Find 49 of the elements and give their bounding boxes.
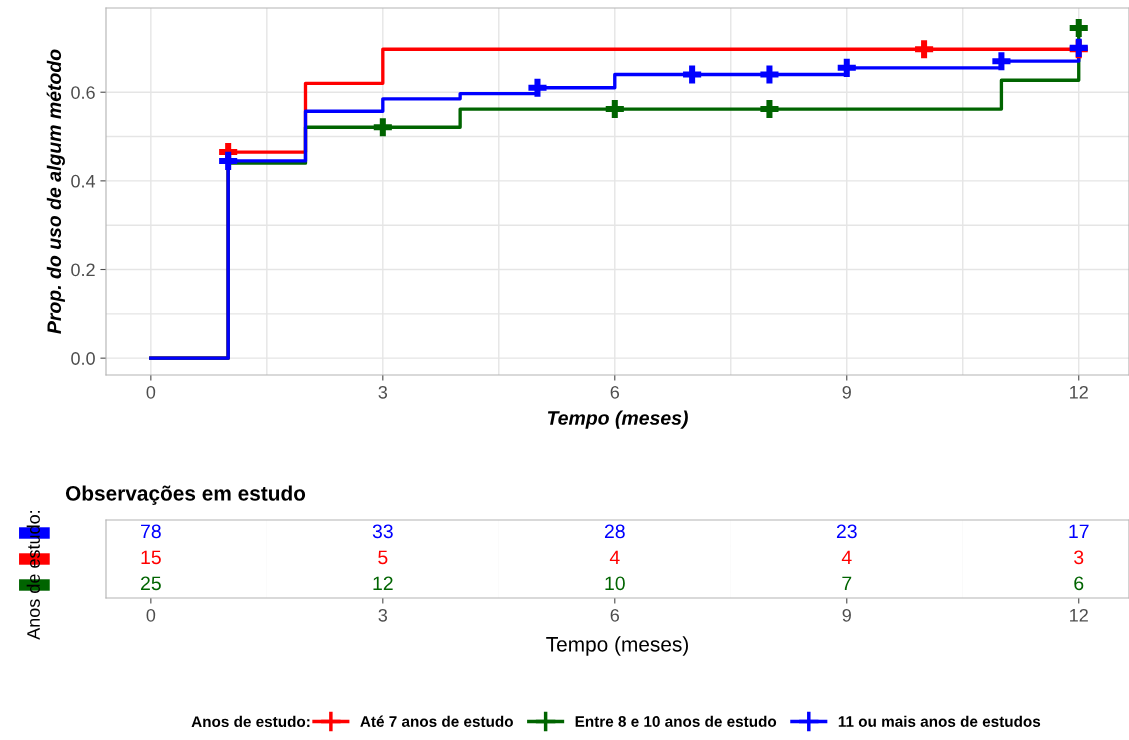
data-label: 4: [841, 550, 852, 565]
data-label: 25: [141, 576, 161, 591]
point: [915, 40, 934, 59]
point: [837, 58, 856, 77]
data-label: 17: [1069, 524, 1089, 539]
data-label: 15: [141, 550, 161, 565]
y-axis-title: Prop. do uso de algum método: [46, 49, 65, 334]
point: [605, 100, 624, 119]
y-tick-label: 0.0: [71, 352, 95, 365]
x-tick-label: 12: [1070, 608, 1088, 622]
point: [219, 151, 238, 170]
data-label: 5: [378, 550, 388, 565]
point: [528, 78, 547, 97]
point: [1069, 18, 1088, 37]
x-tick-label: 3: [378, 608, 388, 622]
x-axis-title: Tempo (meses): [547, 410, 688, 429]
x-tick-label: 6: [610, 608, 620, 622]
point: [760, 65, 779, 84]
data-label: 23: [836, 524, 857, 539]
y-tick-label: 0.2: [71, 263, 95, 277]
data-label: 6: [1074, 576, 1084, 591]
point: [683, 65, 702, 84]
x-tick-label: 9: [842, 385, 851, 399]
x-tick-label: 9: [842, 608, 851, 622]
x-tick-label: 0: [146, 608, 156, 622]
y-tick-label: 0.4: [71, 174, 96, 188]
x-tick-label: 3: [378, 385, 388, 399]
data-label: 33: [372, 524, 393, 539]
x-tick-label: 0: [146, 385, 156, 399]
data-label: 28: [604, 524, 625, 539]
legend-title: Anos de estudo:: [191, 715, 310, 728]
point: [373, 118, 392, 137]
data-label: 3: [1074, 550, 1084, 565]
legend-label: Até 7 anos de estudo: [360, 715, 513, 727]
x-tick-label: 12: [1070, 385, 1088, 399]
legend-label: 11 ou mais anos de estudos: [838, 715, 1041, 727]
data-label: 78: [141, 524, 161, 539]
point: [760, 100, 779, 119]
legend-label: Entre 8 e 10 anos de estudo: [575, 715, 777, 727]
chart-title: Observações em estudo: [65, 485, 306, 505]
x-tick-label: 6: [610, 385, 620, 399]
x-axis-title: Tempo (meses): [546, 636, 688, 656]
point: [992, 52, 1011, 71]
y-axis-title: Anos de estudo:: [26, 510, 40, 640]
data-label: 10: [605, 576, 625, 591]
data-label: 4: [609, 550, 620, 565]
data-label: 7: [842, 576, 852, 591]
y-tick-label: 0.6: [71, 86, 95, 99]
data-label: 12: [373, 576, 393, 591]
